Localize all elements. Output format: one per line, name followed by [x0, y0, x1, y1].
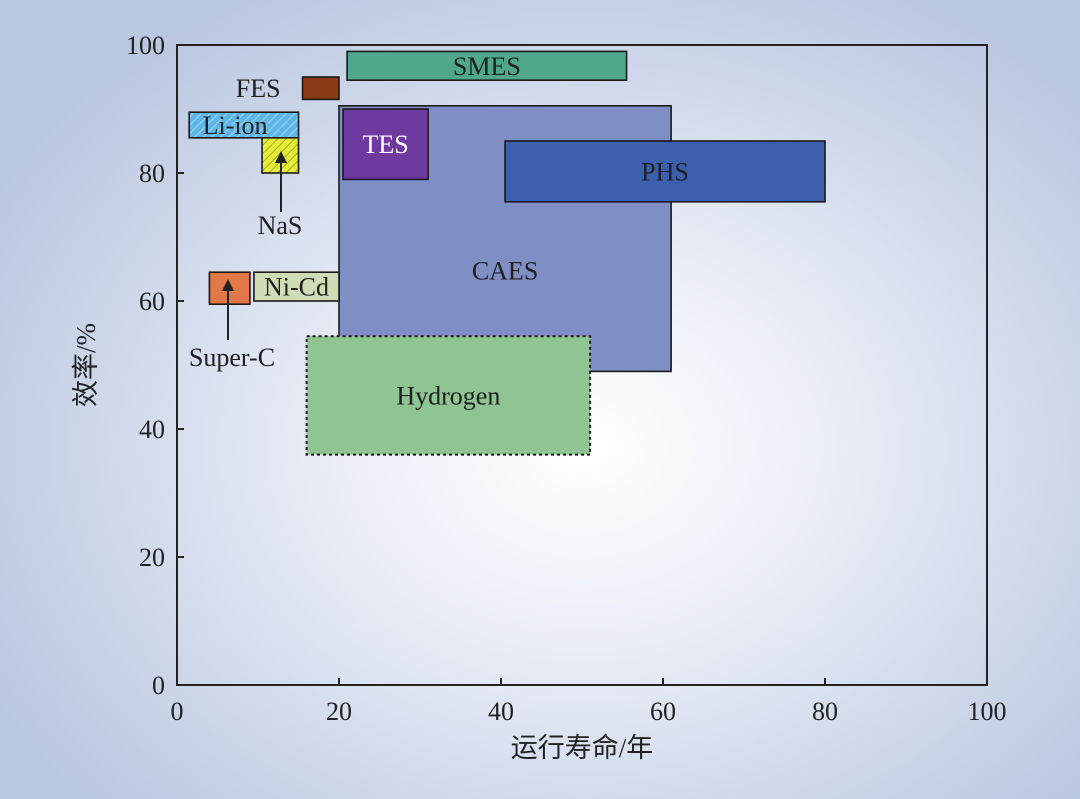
y-tick-label: 0: [152, 671, 165, 700]
x-tick-label: 0: [171, 697, 184, 726]
y-axis-title: 效率/%: [71, 323, 101, 407]
box-ni-cd: [253, 271, 340, 302]
x-tick-label: 80: [812, 697, 838, 726]
y-tick-label: 80: [139, 159, 165, 188]
box-fes: [301, 76, 340, 101]
box-li-ion: [188, 111, 300, 139]
label-smes: SMES: [453, 52, 521, 81]
box-labels: CAES Hydrogen SMES FES Li-ion NaS TES PHS Super-…: [189, 52, 689, 411]
x-tick-label: 100: [968, 697, 1007, 726]
label-hydrogen: Hydrogen: [396, 381, 500, 410]
plot-frame: [176, 44, 988, 686]
y-tick-label: 100: [126, 31, 165, 60]
y-tick-label: 20: [139, 543, 165, 572]
range-boxes: [188, 50, 826, 456]
label-ni-cd: Ni-Cd: [264, 273, 329, 302]
y-tick-label: 60: [139, 287, 165, 316]
label-super-c: Super-C: [189, 343, 275, 372]
box-tes: [342, 108, 429, 181]
label-tes: TES: [362, 130, 408, 159]
box-hydrogen: [305, 335, 592, 456]
box-super-c: [208, 271, 251, 306]
label-li-ion: Li-ion: [203, 111, 268, 140]
box-phs: [504, 140, 826, 203]
x-tick-label: 20: [326, 697, 352, 726]
label-nas: NaS: [258, 211, 303, 240]
x-axis: 0 20 40 60 80 100: [171, 678, 1007, 726]
box-smes: [346, 50, 628, 82]
y-axis: 0 20 40 60 80 100: [126, 31, 184, 700]
label-phs: PHS: [641, 157, 689, 186]
y-tick-label: 40: [139, 415, 165, 444]
label-fes: FES: [236, 74, 281, 103]
x-tick-label: 40: [488, 697, 514, 726]
label-caes: CAES: [472, 256, 538, 285]
x-axis-title: 运行寿命/年: [511, 733, 654, 763]
x-tick-label: 60: [650, 697, 676, 726]
